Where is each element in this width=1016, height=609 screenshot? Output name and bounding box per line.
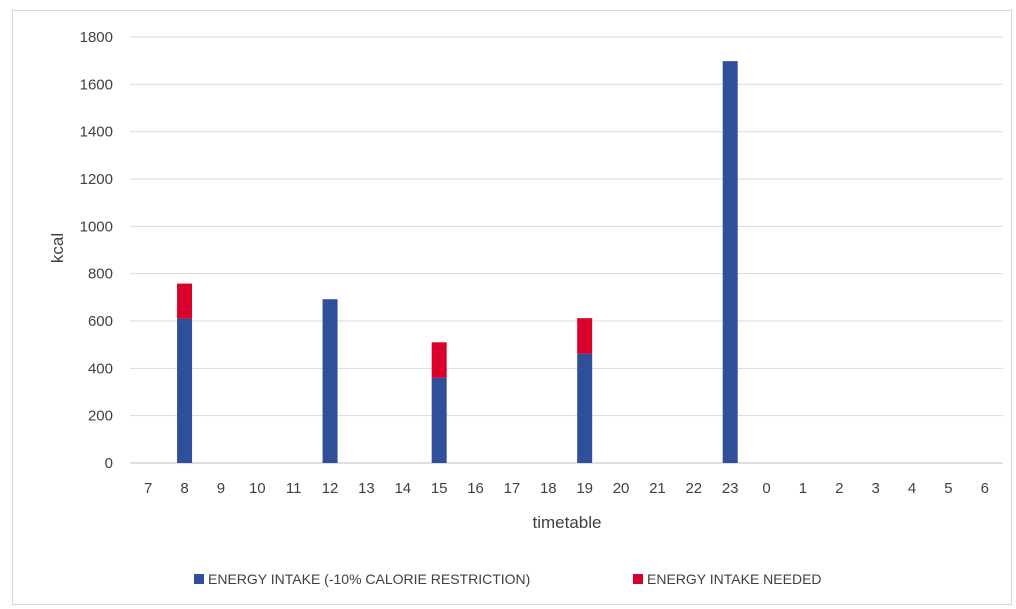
y-tick-label: 400 <box>88 360 113 377</box>
bar-segment-energy-intake-15 <box>431 377 447 463</box>
legend-swatch <box>194 574 204 584</box>
x-tick-label: 11 <box>286 480 302 497</box>
y-tick-label: 200 <box>88 408 113 425</box>
grid-lines <box>130 36 1003 464</box>
x-tick-label: 0 <box>762 480 770 497</box>
x-tick-label: 5 <box>944 480 952 497</box>
y-tick-label: 1000 <box>80 218 113 235</box>
x-tick-label: 17 <box>504 480 521 497</box>
x-tick-label: 8 <box>180 480 188 497</box>
bar-segment-energy-intake-12 <box>322 299 338 463</box>
y-axis-title: kcal <box>48 233 67 263</box>
x-tick-label: 9 <box>217 480 225 497</box>
x-tick-label: 10 <box>249 480 266 497</box>
bar-segment-energy-needed-15 <box>431 342 447 378</box>
y-tick-label: 600 <box>88 313 113 330</box>
y-tick-label: 0 <box>105 455 113 472</box>
bar-segment-energy-intake-23 <box>722 61 738 463</box>
y-tick-label: 1200 <box>80 171 113 188</box>
x-tick-label: 3 <box>872 480 880 497</box>
legend-label: ENERGY INTAKE NEEDED <box>647 571 822 587</box>
x-tick-label: 20 <box>613 480 630 497</box>
x-tick-label: 2 <box>835 480 843 497</box>
bars <box>177 61 738 463</box>
bar-segment-energy-intake-19 <box>577 353 593 463</box>
x-tick-label: 16 <box>467 480 484 497</box>
y-tick-labels: 0 200 400 600 800 1000 1200 1400 1600 1800 <box>80 29 113 472</box>
y-tick-label: 1800 <box>80 29 113 46</box>
x-tick-label: 14 <box>394 480 411 497</box>
x-tick-label: 12 <box>322 480 339 497</box>
x-tick-label: 1 <box>799 480 807 497</box>
x-tick-label: 18 <box>540 480 557 497</box>
x-tick-label: 4 <box>908 480 916 497</box>
legend-swatch <box>633 574 643 584</box>
y-tick-label: 1400 <box>80 124 113 141</box>
x-tick-label: 13 <box>358 480 375 497</box>
x-tick-label: 6 <box>981 480 989 497</box>
y-tick-label: 1600 <box>80 76 113 93</box>
x-tick-label: 23 <box>722 480 739 497</box>
x-axis-title: timetable <box>533 513 602 532</box>
y-tick-label: 800 <box>88 266 113 283</box>
bar-segment-energy-needed-8 <box>177 283 193 319</box>
x-tick-label: 7 <box>144 480 152 497</box>
x-tick-label: 19 <box>576 480 593 497</box>
bar-segment-energy-needed-19 <box>577 318 593 354</box>
legend-label: ENERGY INTAKE (-10% CALORIE RESTRICTION) <box>208 571 530 587</box>
bar-segment-energy-intake-8 <box>177 318 193 463</box>
x-tick-label: 21 <box>649 480 666 497</box>
x-tick-label: 22 <box>685 480 702 497</box>
x-tick-labels: 7 8 9 10 11 12 13 14 15 16 17 18 19 20 21 22 23 0 1 2 3 4 5 6 <box>144 480 989 497</box>
legend: ENERGY INTAKE (-10% CALORIE RESTRICTION)… <box>194 571 822 587</box>
x-tick-label: 15 <box>431 480 448 497</box>
